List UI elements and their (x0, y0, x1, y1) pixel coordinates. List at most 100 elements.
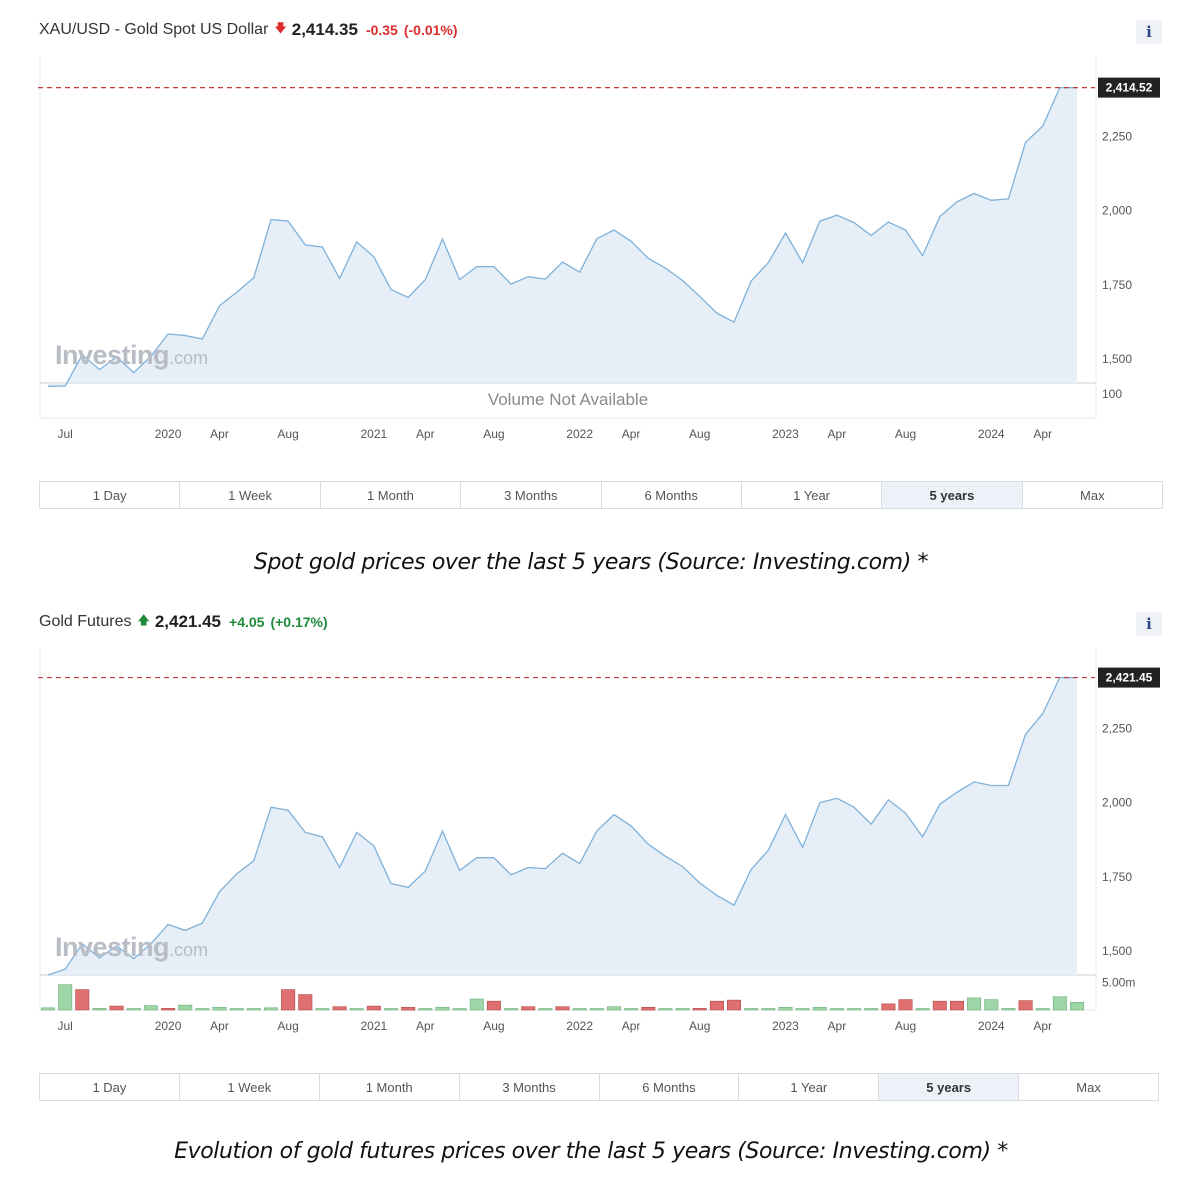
range-5-years-button[interactable]: 5 years (882, 482, 1023, 508)
y-tick-label: 2,250 (1102, 721, 1132, 735)
range-max-button[interactable]: Max (1022, 482, 1162, 508)
y-tick-label: 1,750 (1102, 870, 1132, 884)
last-price-tag (1098, 667, 1160, 688)
watermark-main: Investing (55, 340, 170, 370)
volume-bar (898, 999, 913, 1011)
x-tick-label: Apr (828, 427, 847, 441)
volume-bar (143, 1005, 158, 1011)
volume-bar (435, 1006, 450, 1011)
info-button[interactable]: i (1136, 612, 1162, 636)
y-tick-label: 2,000 (1102, 204, 1132, 218)
volume-bar (1035, 1008, 1050, 1011)
x-tick-label: 2022 (566, 427, 593, 441)
volume-bar (521, 1006, 536, 1011)
x-tick-label: Apr (416, 427, 435, 441)
x-tick-label: 2020 (155, 427, 182, 441)
range-3-months-button[interactable]: 3 Months (461, 482, 602, 508)
volume-bar (847, 1008, 862, 1011)
volume-bar (161, 1008, 176, 1011)
x-tick-label: 2024 (978, 1019, 1005, 1033)
time-range-selector: 1 Day 1 Week 1 Month 3 Months 6 Months 1… (39, 481, 1163, 509)
y-tick-label: 2,000 (1102, 796, 1132, 810)
chart-header: Gold Futures 🡅 2,421.45 +4.05 (+0.17%) (39, 610, 328, 634)
info-icon: i (1146, 615, 1152, 633)
x-tick-label: Apr (828, 1019, 847, 1033)
volume-bar (332, 1006, 347, 1011)
volume-bar (40, 1007, 55, 1011)
range-1-week-button[interactable]: 1 Week (179, 1074, 320, 1100)
volume-bar (658, 1008, 673, 1011)
x-tick-label: Apr (210, 1019, 229, 1033)
watermark-suffix: .com (169, 348, 209, 368)
volume-bar (469, 998, 484, 1011)
y-tick-label: 1,500 (1102, 352, 1132, 366)
price-change: +4.05 (229, 614, 265, 630)
watermark-main: Investing (55, 932, 170, 962)
volume-bar (1052, 996, 1067, 1011)
volume-bar (589, 1008, 604, 1011)
volume-tick-label: 100 (1102, 387, 1122, 401)
volume-bar (572, 1008, 587, 1011)
volume-bar (58, 984, 73, 1011)
volume-bar (1018, 1000, 1033, 1011)
volume-bar (349, 1008, 364, 1011)
range-6-months-button[interactable]: 6 Months (599, 1074, 740, 1100)
range-1-day-button[interactable]: 1 Day (40, 1074, 180, 1100)
range-1-year-button[interactable]: 1 Year (741, 482, 883, 508)
range-1-week-button[interactable]: 1 Week (180, 482, 321, 508)
x-tick-label: 2024 (978, 427, 1005, 441)
arrow-up-icon: 🡅 (137, 612, 150, 627)
last-price-tag-label: 2,414.52 (1106, 81, 1153, 95)
volume-bar (761, 1008, 776, 1011)
investing-logo-watermark: Investing.com (55, 340, 208, 371)
volume-bar (967, 997, 982, 1011)
volume-bar (263, 1007, 278, 1011)
price-chart[interactable]: 1,500 1,750 2,000 2,250 2,414.52 Jul 2020 Apr Au… (0, 0, 1182, 470)
range-1-year-button[interactable]: 1 Year (739, 1074, 880, 1100)
x-tick-label: Aug (895, 427, 916, 441)
volume-bar (195, 1008, 210, 1011)
price-chart[interactable]: 1,500 1,750 2,000 2,250 2,421.45 Jul 2020 Apr Au… (0, 592, 1182, 1062)
volume-bar (315, 1008, 330, 1011)
range-1-month-button[interactable]: 1 Month (319, 1074, 460, 1100)
volume-bar (726, 999, 741, 1011)
volume-bar (1001, 1008, 1016, 1011)
instrument-title: Gold Futures (39, 613, 132, 630)
volume-bar (401, 1006, 416, 1011)
range-max-button[interactable]: Max (1019, 1074, 1158, 1100)
chart-header: XAU/USD - Gold Spot US Dollar 🡇 2,414.35… (39, 18, 458, 42)
x-tick-label: Aug (277, 1019, 298, 1033)
price-area-fill (48, 87, 1077, 387)
range-3-months-button[interactable]: 3 Months (459, 1074, 600, 1100)
x-tick-label: Jul (57, 1019, 72, 1033)
x-tick-label: 2022 (566, 1019, 593, 1033)
volume-bar (624, 1008, 639, 1011)
time-range-selector: 1 Day 1 Week 1 Month 3 Months 6 Months 1… (39, 1073, 1159, 1101)
volume-bar (178, 1004, 193, 1011)
y-tick-label: 2,250 (1102, 129, 1132, 143)
x-tick-label: Aug (277, 427, 298, 441)
range-1-month-button[interactable]: 1 Month (320, 482, 462, 508)
range-1-day-button[interactable]: 1 Day (40, 482, 181, 508)
watermark-suffix: .com (169, 940, 209, 960)
range-6-months-button[interactable]: 6 Months (601, 482, 742, 508)
x-tick-label: Aug (483, 427, 504, 441)
volume-bar (829, 1008, 844, 1011)
volume-bar (1070, 1001, 1085, 1011)
price-series-line (47, 86, 1077, 387)
instrument-title: XAU/USD - Gold Spot US Dollar (39, 21, 269, 38)
range-5-years-button[interactable]: 5 years (879, 1074, 1020, 1100)
info-button[interactable]: i (1136, 20, 1162, 44)
volume-bar (212, 1006, 227, 1011)
volume-bar (709, 1000, 724, 1011)
volume-bar (229, 1008, 244, 1011)
x-tick-label: Apr (210, 427, 229, 441)
x-tick-label: Apr (622, 1019, 641, 1033)
figure-caption: Evolution of gold futures prices over th… (174, 1139, 1008, 1164)
volume-bar (366, 1005, 381, 1011)
y-tick-label: 1,750 (1102, 278, 1132, 292)
volume-bar (778, 1006, 793, 1011)
arrow-down-icon: 🡇 (274, 20, 287, 35)
x-tick-label: 2020 (155, 1019, 182, 1033)
volume-bar (641, 1006, 656, 1011)
